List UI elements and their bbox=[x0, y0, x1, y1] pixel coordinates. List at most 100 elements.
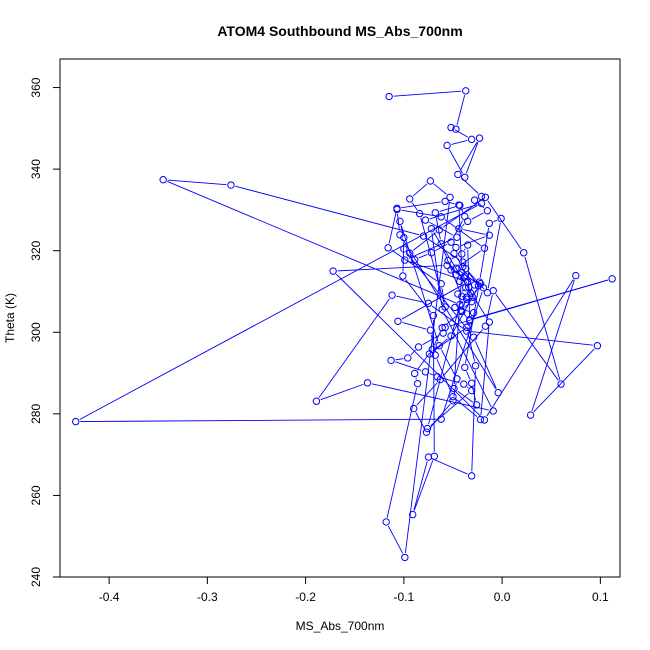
data-point bbox=[526, 411, 535, 419]
data-point bbox=[462, 87, 470, 95]
data-point bbox=[382, 518, 390, 526]
data-point bbox=[437, 213, 445, 221]
data-point bbox=[329, 267, 337, 275]
series-segment bbox=[388, 212, 397, 244]
data-point bbox=[441, 197, 449, 206]
data-point bbox=[399, 272, 407, 280]
data-point bbox=[452, 125, 460, 133]
series-segment bbox=[416, 352, 431, 371]
data-point bbox=[481, 193, 490, 201]
series-segment bbox=[436, 359, 452, 393]
series-segment bbox=[318, 298, 390, 398]
data-point bbox=[159, 176, 167, 184]
data-point bbox=[481, 322, 490, 330]
data-point bbox=[447, 238, 455, 246]
series-segment bbox=[432, 320, 435, 452]
data-point bbox=[451, 303, 459, 312]
series-segment bbox=[467, 331, 476, 362]
series-segment bbox=[466, 386, 469, 389]
data-point bbox=[415, 209, 424, 218]
series-segment bbox=[411, 202, 418, 211]
series-segment bbox=[412, 183, 428, 197]
data-point bbox=[460, 380, 468, 388]
y-tick-label: 320 bbox=[29, 240, 43, 260]
data-point bbox=[456, 277, 464, 285]
series-segment bbox=[432, 458, 468, 475]
series-segment bbox=[445, 314, 459, 326]
data-point bbox=[477, 199, 486, 208]
series-segment bbox=[465, 281, 468, 284]
series-segment bbox=[395, 361, 422, 371]
series-segment bbox=[444, 219, 482, 246]
series-segment bbox=[465, 142, 479, 174]
series-segment bbox=[415, 412, 425, 429]
series-segment bbox=[459, 141, 478, 171]
series-segment bbox=[467, 249, 471, 317]
series-segment bbox=[408, 238, 453, 259]
series-segment bbox=[463, 229, 486, 235]
data-point bbox=[463, 323, 471, 332]
data-point bbox=[443, 141, 451, 150]
data-point bbox=[394, 317, 402, 325]
data-point bbox=[437, 415, 445, 423]
series-segment bbox=[80, 418, 437, 423]
series-segment bbox=[401, 201, 441, 209]
series-segment bbox=[402, 322, 427, 330]
y-tick-label: 300 bbox=[29, 322, 43, 342]
y-axis: 240 260 280 300 320 340 360 bbox=[29, 77, 60, 587]
x-axis: -0.4 -0.3 -0.2 -0.1 0.0 0.1 bbox=[99, 577, 609, 604]
series-segment bbox=[429, 373, 434, 376]
data-point bbox=[483, 207, 492, 215]
data-point bbox=[429, 311, 438, 320]
data-point bbox=[460, 273, 468, 282]
data-point bbox=[479, 284, 488, 292]
data-point bbox=[401, 256, 409, 264]
series-segment bbox=[391, 249, 438, 282]
series-segment bbox=[337, 265, 443, 272]
data-point bbox=[426, 177, 435, 185]
series-segment bbox=[395, 358, 404, 361]
y-axis-label: Theta (K) bbox=[3, 293, 17, 343]
data-point bbox=[471, 362, 480, 370]
data-point bbox=[421, 216, 430, 224]
series-segment bbox=[456, 95, 466, 125]
series-segment bbox=[456, 399, 478, 418]
data-point bbox=[414, 343, 423, 351]
series-segment bbox=[439, 206, 456, 212]
series-segment bbox=[167, 179, 227, 186]
data-point bbox=[461, 173, 469, 181]
series-segment bbox=[458, 209, 463, 269]
series-segment bbox=[479, 227, 490, 278]
series-segment bbox=[471, 370, 476, 472]
data-point bbox=[396, 231, 404, 239]
series-segment bbox=[442, 247, 461, 293]
data-point bbox=[406, 195, 414, 203]
data-point bbox=[463, 327, 471, 335]
series-segment bbox=[386, 387, 418, 518]
data-point bbox=[450, 249, 458, 258]
series-segment bbox=[485, 294, 493, 322]
data-point bbox=[497, 214, 505, 223]
data-point bbox=[404, 354, 412, 362]
data-point bbox=[384, 244, 392, 252]
data-point bbox=[428, 345, 437, 354]
series-segment bbox=[393, 90, 462, 97]
series-segment bbox=[448, 149, 463, 174]
series-segment bbox=[406, 252, 472, 334]
data-point bbox=[427, 249, 436, 257]
data-point bbox=[435, 342, 443, 350]
series-segment bbox=[405, 279, 431, 313]
data-point bbox=[453, 375, 461, 383]
data-point bbox=[464, 278, 472, 286]
y-tick-label: 280 bbox=[29, 404, 43, 424]
series-segment bbox=[471, 212, 484, 220]
data-point bbox=[385, 92, 393, 101]
data-point bbox=[410, 255, 419, 264]
y-tick-label: 360 bbox=[29, 77, 43, 97]
series-segment bbox=[471, 331, 593, 346]
data-point bbox=[447, 332, 455, 340]
x-axis-label: MS_Abs_700nm bbox=[296, 619, 385, 633]
data-point bbox=[426, 326, 435, 334]
data-point bbox=[431, 209, 439, 217]
